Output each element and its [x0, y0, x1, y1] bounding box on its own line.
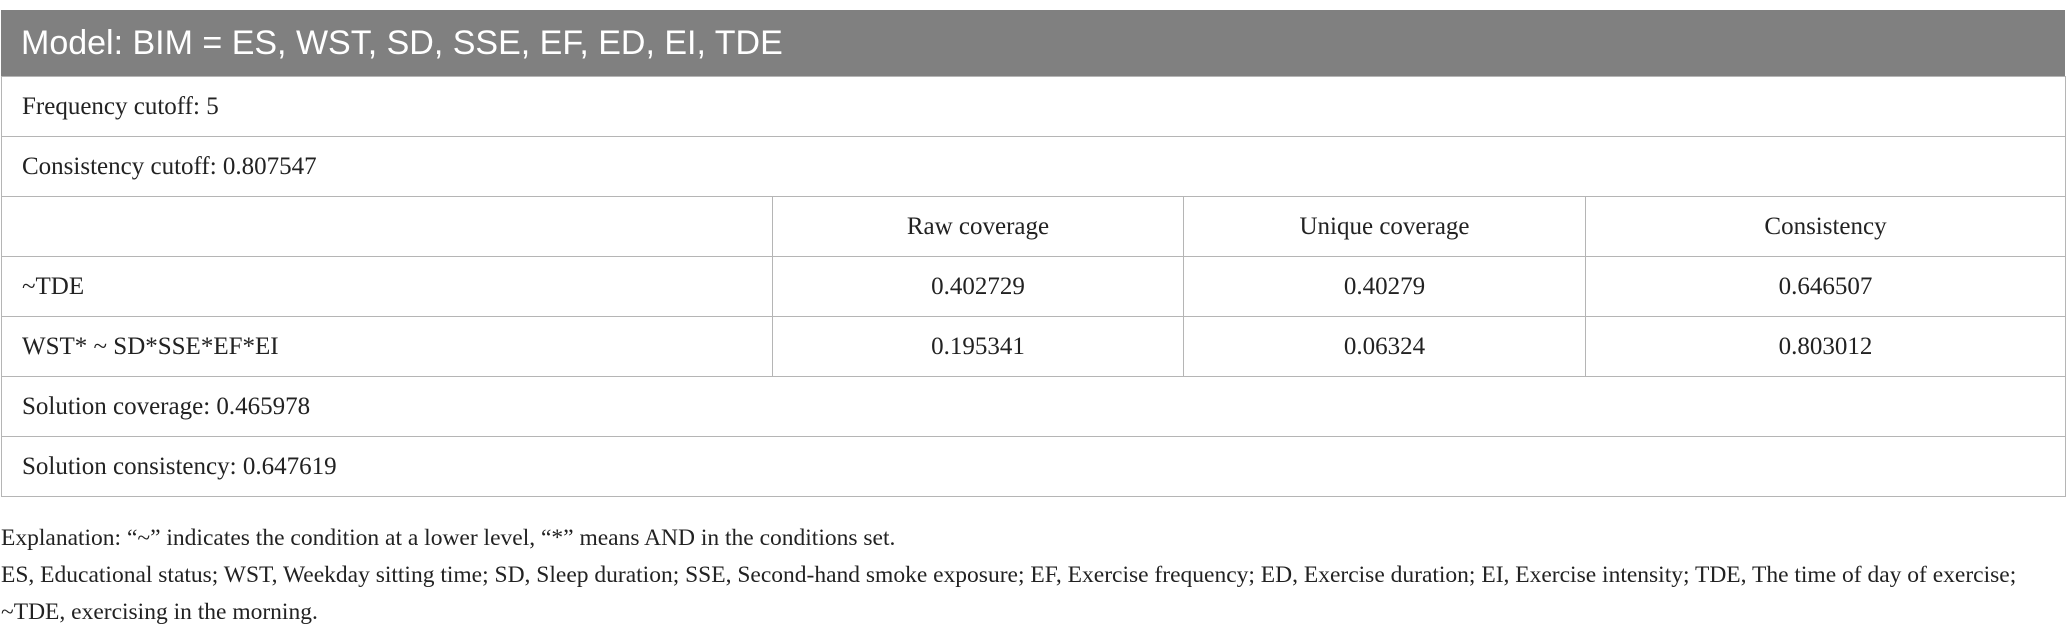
- row: Consistency cutoff: 0.807547: [0, 136, 2067, 197]
- row: ~TDE 0.402729 0.40279 0.646507: [1, 256, 2067, 317]
- value-cell: 0.402729: [772, 256, 1184, 317]
- row-label: ~TDE: [1, 256, 773, 317]
- row: Solution consistency: 0.647619: [0, 436, 2067, 497]
- full-row-cell: Consistency cutoff: 0.807547: [0, 136, 2067, 197]
- column-header: Raw coverage: [772, 196, 1184, 257]
- row: Solution coverage: 0.465978: [0, 376, 2067, 437]
- column-header: Consistency: [1584, 196, 2067, 257]
- footnote: ES, Educational status; WST, Weekday sit…: [1, 562, 2017, 625]
- value-cell: 0.06324: [1183, 316, 1586, 377]
- value-cell: 0.803012: [1584, 316, 2067, 377]
- full-row-cell: Solution consistency: 0.647619: [0, 436, 2067, 497]
- results-table: Frequency cutoff: 5 Consistency cutoff: 0…: [0, 76, 2067, 497]
- value-cell: 0.40279: [1183, 256, 1586, 317]
- row-label: WST* ~ SD*SSE*EF*EI: [1, 316, 773, 377]
- empty-header-cell: [1, 196, 773, 257]
- column-header: Unique coverage: [1183, 196, 1586, 257]
- footnote: Explanation: “~” indicates the condition…: [1, 525, 896, 551]
- footnotes: Explanation: “~” indicates the condition…: [1, 520, 2063, 631]
- value-cell: 0.195341: [772, 316, 1184, 377]
- value-cell: 0.646507: [1584, 256, 2067, 317]
- row: Frequency cutoff: 5: [0, 76, 2067, 137]
- full-row-cell: Solution coverage: 0.465978: [0, 376, 2067, 437]
- full-row-cell: Frequency cutoff: 5: [0, 76, 2067, 137]
- row: WST* ~ SD*SSE*EF*EI 0.195341 0.06324 0.8030…: [1, 316, 2067, 377]
- header-row: Raw coverage Unique coverage Consistency: [1, 196, 2067, 257]
- table-title: Model: BIM = ES, WST, SD, SSE, EF, ED, E…: [1, 10, 2065, 76]
